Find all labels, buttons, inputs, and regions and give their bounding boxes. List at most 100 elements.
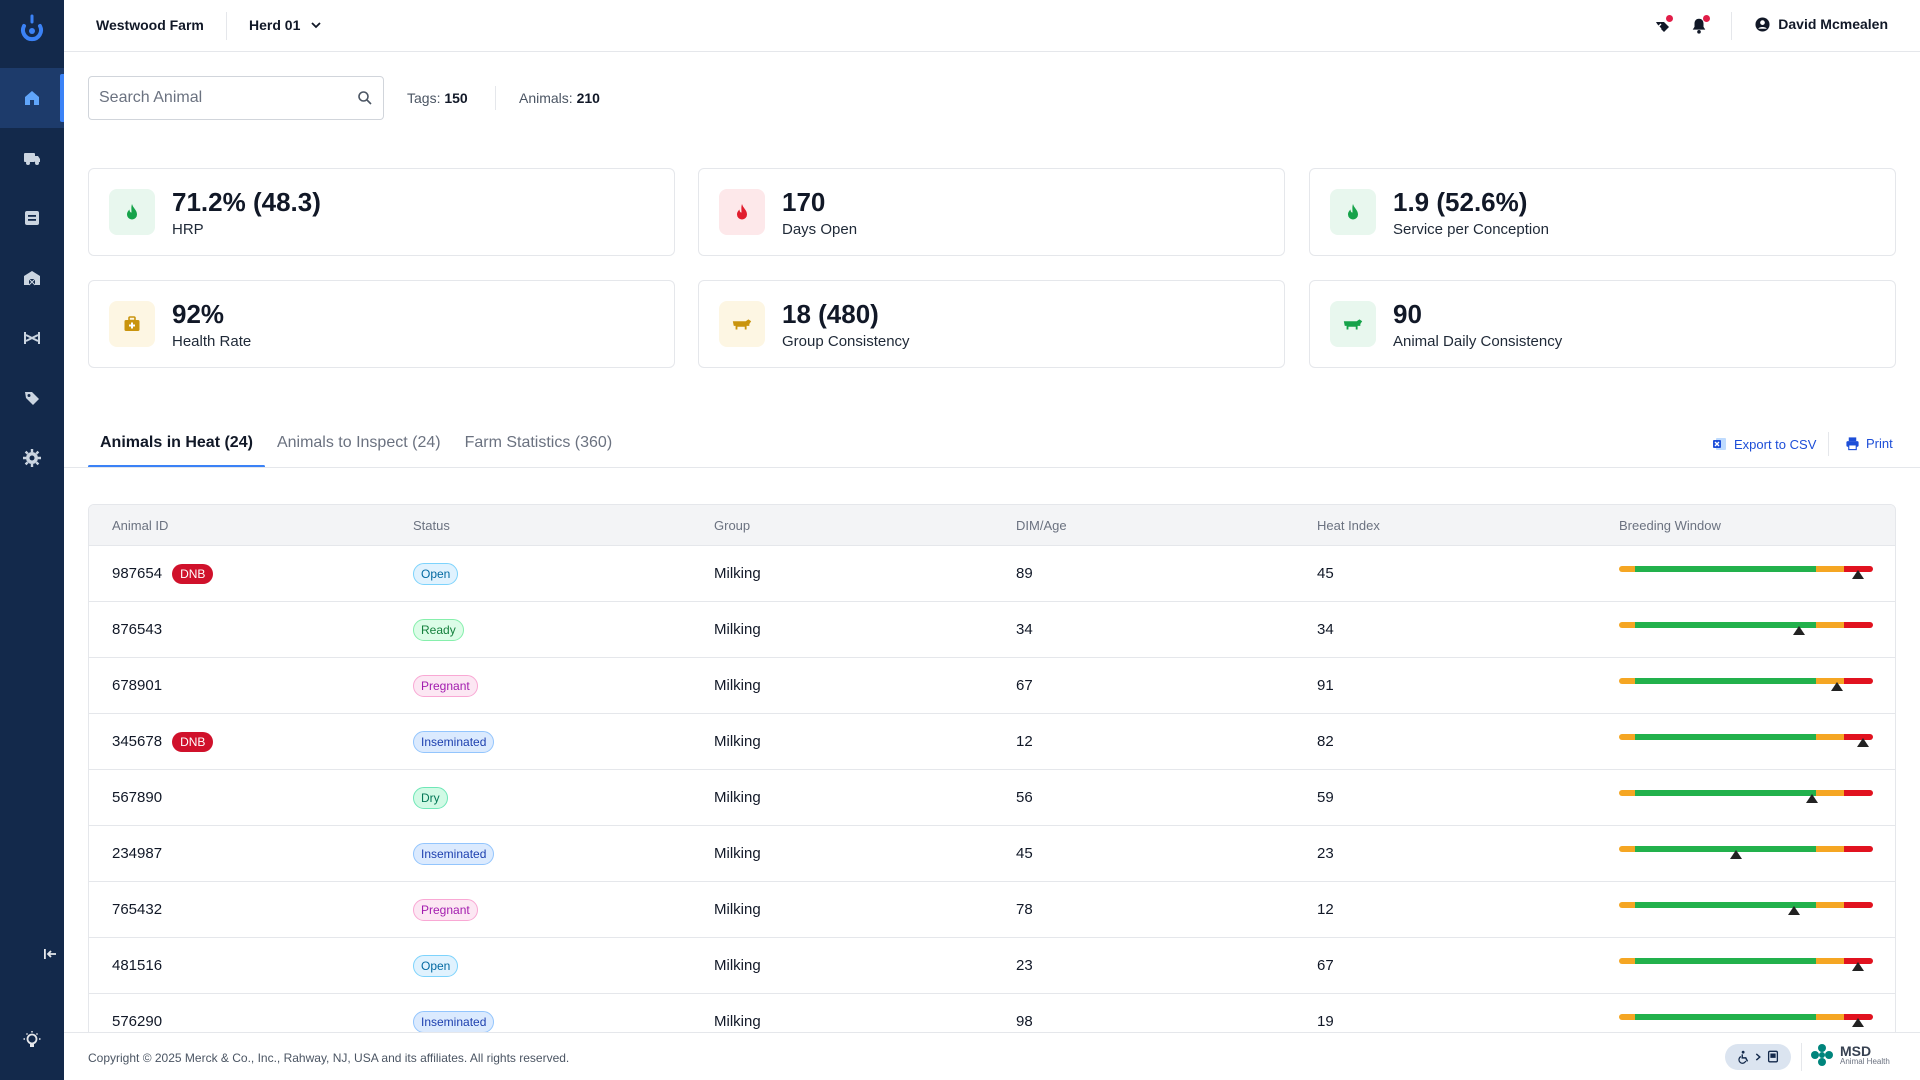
search-box[interactable] [88,76,384,120]
kpi-card-service-per-conception: 1.9 (52.6%) Service per Conception [1309,168,1896,256]
tab-animals-to-inspect[interactable]: Animals to Inspect (24) [276,434,441,451]
kpi-label: Health Rate [172,333,252,350]
search-icon[interactable] [357,90,373,106]
sidebar-item-transport[interactable] [0,128,64,188]
column-header[interactable]: Heat Index [1317,517,1380,533]
kpi-card-days-open: 170 Days Open [698,168,1285,256]
sidebar-item-tags[interactable] [0,368,64,428]
animal-id[interactable]: 987654 [112,565,163,582]
search-input[interactable] [99,89,357,107]
animal-id[interactable]: 345678 [112,733,163,750]
column-header[interactable]: Status [413,517,450,533]
breeding-window-marker [1851,570,1864,579]
herd-selector[interactable]: Herd 01 [249,17,322,33]
settings-icon [23,449,41,467]
device-icon [1767,1050,1778,1063]
sidebar-item-settings[interactable] [0,428,64,488]
truck-icon [24,153,40,165]
alerts-button[interactable] [1650,14,1674,38]
user-menu[interactable]: David Mcmealen [1755,16,1888,32]
divider [1828,432,1829,456]
animal-id-cell: 567890 [112,789,162,806]
brand-name: MSD [1840,1042,1872,1059]
tab-animals-in-heat[interactable]: Animals in Heat (24) [88,430,265,468]
status-badge: Inseminated [413,1010,495,1033]
animal-id[interactable]: 481516 [112,957,163,974]
animals-value: 210 [576,90,600,106]
animal-id[interactable]: 765432 [112,901,163,918]
animal-id-cell: 576290 [112,1013,162,1030]
column-header[interactable]: Breeding Window [1619,517,1721,533]
kpi-label: Days Open [782,221,858,238]
status-badge: Inseminated [413,730,495,753]
group-cell: Milking [714,1013,761,1030]
accessibility-toggle[interactable] [1725,1044,1791,1070]
status-cell: Open [413,562,459,585]
kpi-value: 92% [172,299,225,329]
status-badge: Inseminated [413,842,495,865]
app-logo[interactable] [16,12,48,44]
table-row[interactable]: 345678 DNB Inseminated Milking 12 82 [89,714,1895,770]
brand-subtitle: Animal Health [1840,1056,1890,1066]
printer-icon [1846,437,1859,451]
animal-id[interactable]: 576290 [112,1013,163,1030]
sidebar-item-home[interactable] [0,68,64,128]
sidebar-item-reports[interactable] [0,188,64,248]
table-body: 987654 DNB Open Milking 89 45 876543 Ready Milki… [89,546,1895,1050]
column-header[interactable]: Group [714,517,751,533]
print-button[interactable]: Print [1845,436,1893,451]
group-cell: Milking [714,845,761,862]
divider [226,12,227,40]
notifications-button[interactable] [1687,14,1711,38]
column-header[interactable]: Animal ID [112,517,169,533]
table-row[interactable]: 765432 Pregnant Milking 78 12 [89,882,1895,938]
export-csv-button[interactable]: Export to CSV [1712,436,1816,452]
breeding-window-bar [1619,902,1873,916]
collapse-sidebar-button[interactable] [40,944,60,964]
heat-index-cell: 91 [1317,677,1334,694]
table-row[interactable]: 678901 Pregnant Milking 67 91 [89,658,1895,714]
animals-label: Animals: [519,90,573,106]
column-header[interactable]: DIM/Age [1016,517,1067,533]
tab-bar: Animals in Heat (24) Animals to Inspect … [88,430,624,468]
breeding-window-bar [1619,678,1873,692]
breeding-window-track [1619,566,1873,572]
breeding-window-bar [1619,846,1873,860]
breeding-window-bar [1619,734,1873,748]
breeding-window-bar [1619,958,1873,972]
animal-id-cell: 678901 [112,677,162,694]
print-label: Print [1866,436,1893,451]
table-row[interactable]: 987654 DNB Open Milking 89 45 [89,546,1895,602]
group-cell: Milking [714,957,761,974]
heat-index-cell: 34 [1317,621,1334,638]
animal-id[interactable]: 567890 [112,789,163,806]
bed-icon [24,332,40,344]
table-row[interactable]: 481516 Open Milking 23 67 [89,938,1895,994]
animal-id-cell: 345678 DNB [112,731,214,752]
breeding-window-track [1619,790,1873,796]
herd-label: Herd 01 [249,17,301,33]
table-row[interactable]: 567890 Dry Milking 56 59 [89,770,1895,826]
breeding-window-marker [1788,906,1801,915]
table-row[interactable]: 234987 Inseminated Milking 45 23 [89,826,1895,882]
table-header: Animal ID Status Group DIM/Age Heat Inde… [89,505,1895,546]
table-row[interactable]: 876543 Ready Milking 34 34 [89,602,1895,658]
kpi-label: Animal Daily Consistency [1393,333,1563,350]
animal-id[interactable]: 234987 [112,845,163,862]
status-cell: Dry [413,786,448,809]
dnb-badge: DNB [172,731,214,752]
tab-farm-statistics[interactable]: Farm Statistics (360) [464,434,613,451]
animal-id[interactable]: 876543 [112,621,163,638]
group-cell: Milking [714,621,761,638]
dim-age-cell: 12 [1016,733,1033,750]
status-cell: Open [413,954,459,977]
group-cell: Milking [714,901,761,918]
tips-button[interactable] [20,1028,44,1052]
sidebar-item-housing[interactable] [0,308,64,368]
sidebar-item-farm[interactable] [0,248,64,308]
animal-id[interactable]: 678901 [112,677,163,694]
group-cell: Milking [714,565,761,582]
breeding-window-marker [1806,794,1818,803]
breeding-window-bar [1619,566,1873,580]
heat-index-cell: 59 [1317,789,1334,806]
